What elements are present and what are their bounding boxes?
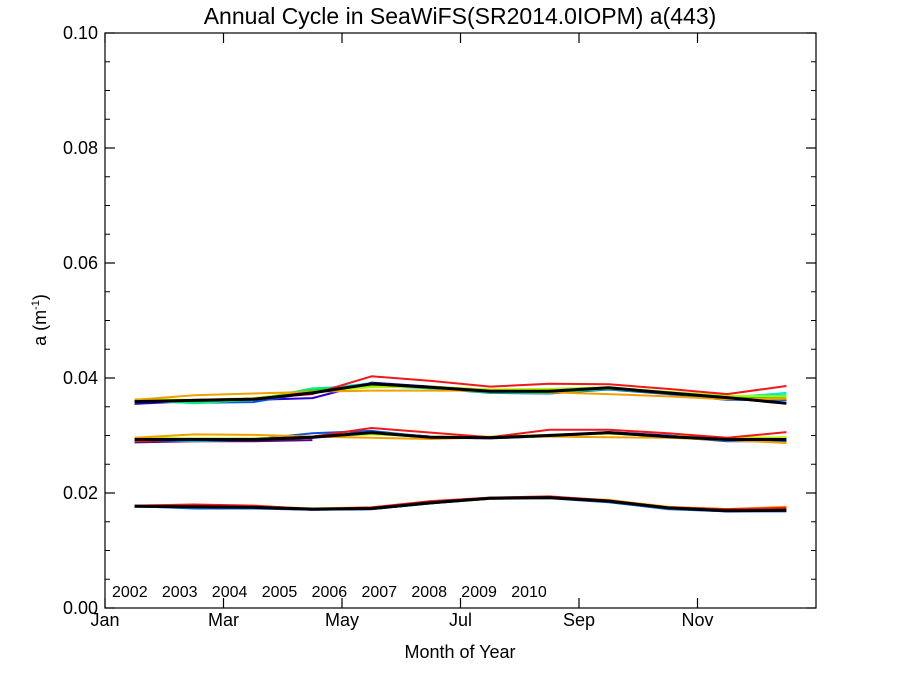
legend: 2002 2003 2004 2005 2006 2007 2008 2009 2010 xyxy=(112,584,547,601)
plot-layer xyxy=(134,375,787,513)
x-tick-label: Nov xyxy=(681,610,713,630)
legend-entry-2004: 2004 xyxy=(212,584,248,601)
legend-entry-2009: 2009 xyxy=(461,584,497,601)
y-tick-label: 0.04 xyxy=(63,368,98,388)
y-axis-label: a (m-1) xyxy=(30,294,50,346)
chart-title: Annual Cycle in SeaWiFS(SR2014.0IOPM) a(… xyxy=(204,3,717,29)
legend-entry-2010: 2010 xyxy=(511,584,547,601)
legend-entry-2005: 2005 xyxy=(262,584,298,601)
x-tick-label: Mar xyxy=(208,610,239,630)
mean-line-lower xyxy=(134,496,787,513)
legend-entry-2006: 2006 xyxy=(312,584,348,601)
plot-frame xyxy=(104,32,817,609)
legend-entry-2008: 2008 xyxy=(411,584,447,601)
x-tick-label: Jul xyxy=(449,610,472,630)
y-tick-label: 0.06 xyxy=(63,253,98,273)
legend-entry-2003: 2003 xyxy=(162,584,198,601)
y-axis-label-exponent: -1 xyxy=(30,300,42,310)
x-axis-label: Month of Year xyxy=(404,642,515,662)
x-tick-label: Sep xyxy=(563,610,595,630)
y-tick-label: 0.00 xyxy=(63,598,98,618)
y-tick-label: 0.10 xyxy=(63,23,98,43)
y-tick-label: 0.02 xyxy=(63,483,98,503)
x-tick-label: May xyxy=(325,610,359,630)
legend-entry-2007: 2007 xyxy=(362,584,398,601)
mean-line-upper xyxy=(134,382,787,405)
y-tick-label: 0.08 xyxy=(63,138,98,158)
y-axis-label-main: a (m xyxy=(30,310,50,346)
mean-line-middle xyxy=(134,431,787,441)
x-tick-label: Jan xyxy=(90,610,119,630)
y-axis-label-tail: ) xyxy=(30,294,50,300)
axes-layer: Jan Mar May Jul Sep Nov 0.00 0.02 0.04 0.06 0.08 0.… xyxy=(63,23,817,630)
legend-entry-2002: 2002 xyxy=(112,584,148,601)
